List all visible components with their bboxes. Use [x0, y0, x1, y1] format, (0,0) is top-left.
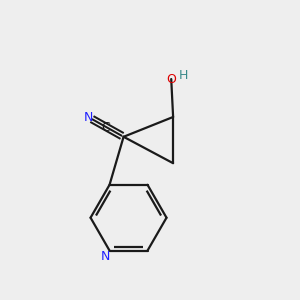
- Text: H: H: [179, 69, 188, 82]
- Text: N: N: [101, 250, 111, 263]
- Text: O: O: [166, 73, 176, 85]
- Text: C: C: [102, 121, 110, 134]
- Text: N: N: [84, 111, 94, 124]
